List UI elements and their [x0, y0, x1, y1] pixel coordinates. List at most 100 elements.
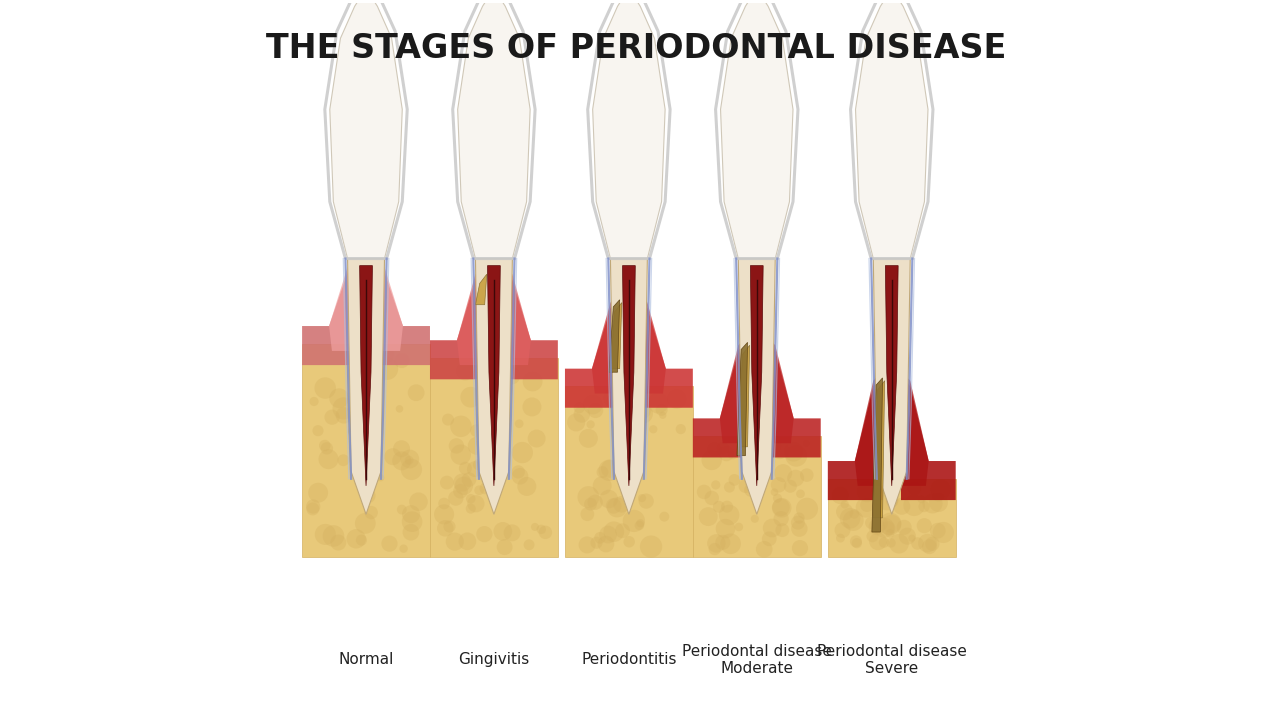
Circle shape [350, 464, 359, 473]
Circle shape [476, 437, 490, 450]
Polygon shape [476, 274, 487, 305]
Polygon shape [375, 260, 430, 365]
Circle shape [889, 491, 897, 498]
Polygon shape [504, 267, 558, 379]
Circle shape [705, 490, 719, 505]
Circle shape [843, 510, 864, 531]
Circle shape [785, 445, 808, 467]
Circle shape [524, 539, 534, 551]
Circle shape [881, 521, 895, 536]
Polygon shape [565, 296, 619, 407]
Circle shape [856, 481, 878, 502]
Circle shape [402, 505, 420, 523]
Circle shape [471, 425, 482, 437]
Circle shape [897, 520, 912, 535]
Circle shape [724, 482, 735, 493]
Circle shape [776, 523, 790, 537]
Polygon shape [693, 436, 820, 557]
Circle shape [832, 486, 848, 504]
Circle shape [619, 422, 630, 432]
Circle shape [922, 493, 943, 513]
Circle shape [360, 488, 375, 503]
Polygon shape [301, 260, 356, 365]
Circle shape [356, 462, 368, 473]
Circle shape [474, 485, 485, 495]
Circle shape [852, 538, 862, 548]
Polygon shape [501, 262, 530, 365]
Circle shape [709, 543, 721, 555]
Circle shape [784, 442, 804, 462]
Circle shape [402, 524, 420, 541]
Circle shape [365, 506, 378, 519]
Polygon shape [693, 338, 748, 458]
Circle shape [466, 503, 476, 513]
Polygon shape [720, 0, 792, 258]
Circle shape [616, 523, 630, 538]
Circle shape [462, 473, 476, 487]
Polygon shape [565, 387, 693, 557]
Circle shape [467, 461, 483, 477]
Circle shape [866, 531, 879, 542]
Circle shape [917, 518, 932, 533]
Circle shape [763, 518, 781, 538]
Polygon shape [373, 255, 403, 351]
Polygon shape [750, 266, 763, 486]
Polygon shape [301, 344, 430, 557]
Circle shape [870, 480, 884, 494]
Circle shape [929, 493, 948, 512]
Polygon shape [828, 479, 955, 557]
Circle shape [502, 367, 520, 384]
Circle shape [480, 452, 495, 466]
Circle shape [836, 533, 845, 543]
Circle shape [639, 494, 646, 502]
Circle shape [530, 523, 539, 531]
Circle shape [865, 517, 878, 529]
Circle shape [329, 388, 349, 408]
Circle shape [324, 410, 340, 425]
Circle shape [875, 488, 898, 511]
Circle shape [918, 533, 936, 553]
Circle shape [597, 466, 608, 478]
Circle shape [468, 437, 486, 455]
Polygon shape [457, 262, 487, 365]
Text: Periodontal disease
Severe: Periodontal disease Severe [817, 644, 967, 676]
Circle shape [319, 440, 331, 451]
Polygon shape [856, 0, 929, 258]
Circle shape [439, 498, 450, 509]
Circle shape [308, 483, 328, 503]
Circle shape [408, 384, 425, 401]
Circle shape [772, 498, 791, 518]
Circle shape [879, 537, 889, 548]
Circle shape [701, 450, 721, 470]
Circle shape [504, 524, 520, 541]
Circle shape [675, 424, 686, 434]
Polygon shape [430, 267, 485, 379]
Circle shape [834, 522, 851, 538]
Circle shape [794, 513, 805, 523]
Circle shape [640, 536, 663, 558]
Circle shape [511, 465, 525, 478]
Circle shape [659, 512, 669, 521]
Circle shape [583, 395, 603, 415]
Circle shape [738, 435, 756, 453]
Circle shape [775, 464, 792, 482]
Text: Periodontitis: Periodontitis [581, 652, 677, 667]
Circle shape [791, 516, 805, 530]
Circle shape [598, 536, 614, 552]
Circle shape [729, 474, 740, 486]
Circle shape [603, 387, 626, 409]
Circle shape [449, 438, 464, 453]
Circle shape [314, 524, 336, 545]
Circle shape [869, 533, 887, 550]
Circle shape [356, 535, 368, 546]
Circle shape [932, 490, 944, 501]
Circle shape [511, 468, 528, 485]
Circle shape [887, 538, 895, 548]
Circle shape [494, 522, 513, 541]
Polygon shape [901, 374, 955, 500]
Circle shape [318, 449, 338, 469]
Circle shape [378, 347, 394, 363]
Circle shape [922, 539, 937, 554]
Circle shape [930, 523, 945, 538]
Circle shape [625, 479, 635, 490]
